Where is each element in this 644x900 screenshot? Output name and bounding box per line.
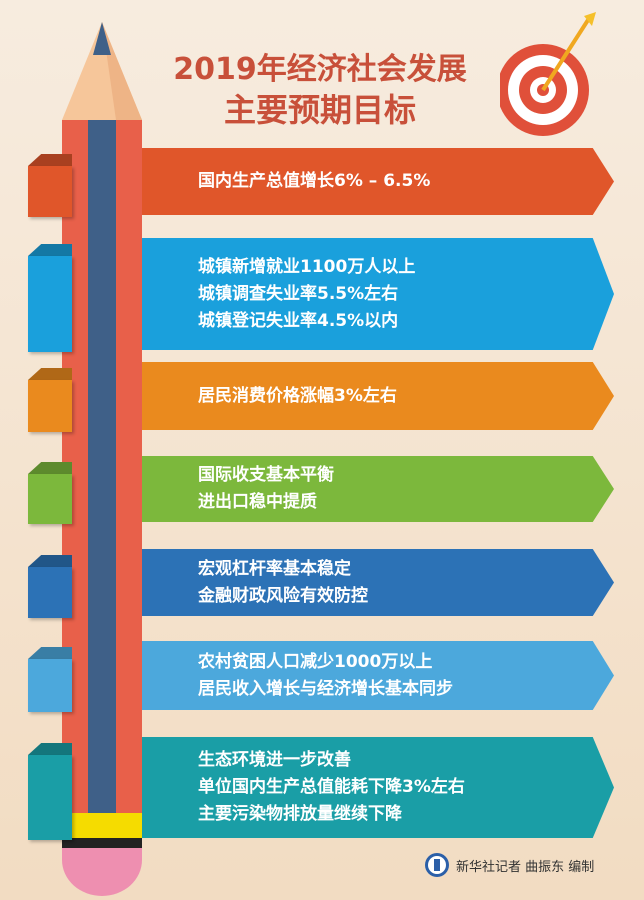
goal-text: 城镇新增就业1100万人以上	[198, 256, 416, 277]
title-line-2: 主要预期目标	[223, 91, 416, 129]
goal-text: 城镇调查失业率5.5%左右	[198, 283, 399, 304]
credit: 新华社记者 曲振东 编制	[424, 852, 594, 878]
goal-text: 单位国内生产总值能耗下降3%左右	[198, 777, 465, 797]
goal-text: 国内生产总值增长6% – 6.5%	[198, 171, 431, 191]
goal-text: 主要污染物排放量继续下降	[198, 804, 402, 824]
xinhua-logo-icon	[425, 853, 449, 877]
goal-banner: 农村贫困人口减少1000万以上 居民收入增长与经济增长基本同步	[142, 641, 614, 710]
goal-tab	[28, 555, 72, 618]
goal-text: 国际收支基本平衡	[198, 465, 334, 485]
goal-text: 进出口稳中提质	[198, 492, 317, 512]
goal-banner: 城镇新增就业1100万人以上 城镇调查失业率5.5%左右 城镇登记失业率4.5%以内	[142, 238, 614, 350]
goal-text: 居民消费价格涨幅3%左右	[198, 385, 397, 406]
goal-banner: 生态环境进一步改善单位国内生产总值能耗下降3%左右 主要污染物排放量继续下降	[142, 737, 614, 838]
goal-text: 农村贫困人口减少1000万以上	[198, 651, 433, 672]
goal-tab	[28, 743, 72, 840]
goal-text: 居民收入增长与经济增长基本同步	[198, 678, 453, 699]
goal-text: 生态环境进一步改善	[198, 750, 351, 770]
goal-banner: 国际收支基本平衡 进出口稳中提质	[142, 456, 614, 522]
credit-text: 新华社记者 曲振东 编制	[456, 859, 595, 875]
page-title: 2019年经济社会发展 主要预期目标	[150, 50, 490, 130]
goal-tab	[28, 462, 72, 524]
goal-banner: 宏观杠杆率基本稳定 金融财政风险有效防控	[142, 549, 614, 616]
title-line-1: 2019年经济社会发展	[173, 52, 467, 87]
goal-text: 城镇登记失业率4.5%以内	[198, 310, 399, 331]
goal-banner: 居民消费价格涨幅3%左右	[142, 362, 614, 430]
goal-tab	[28, 368, 72, 432]
goal-banner: 国内生产总值增长6% – 6.5%	[142, 148, 614, 215]
goal-text: 宏观杠杆率基本稳定	[198, 558, 351, 579]
target-with-arrow-icon	[500, 12, 596, 136]
goal-tab	[28, 244, 72, 352]
goal-text: 金融财政风险有效防控	[198, 585, 368, 606]
goal-tab	[28, 647, 72, 712]
goal-tab	[28, 154, 72, 217]
